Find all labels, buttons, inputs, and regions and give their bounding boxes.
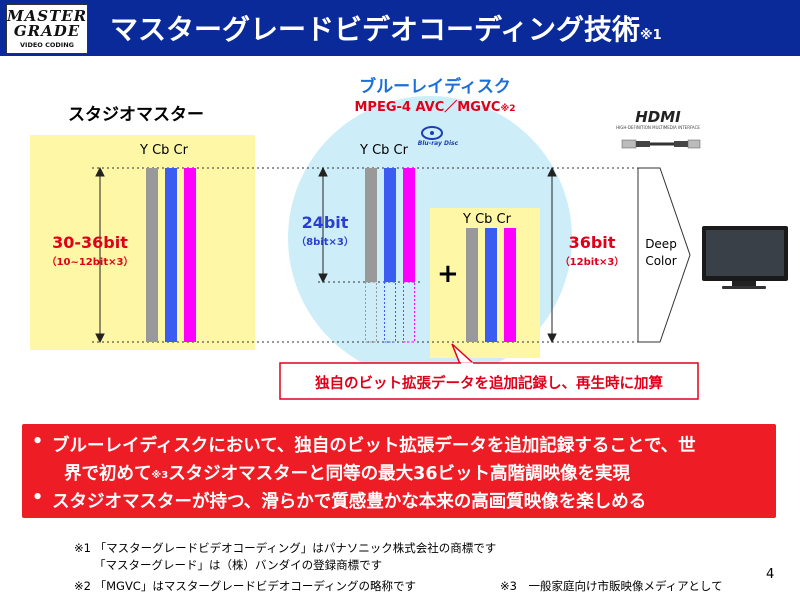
bullet-1-footnote-mark: ※3 xyxy=(151,470,169,481)
page-number: 4 xyxy=(766,567,775,582)
bluray-cb-missing xyxy=(384,281,396,343)
studio-master-panel xyxy=(30,135,255,350)
bluray-logo-text: Blu-ray Disc xyxy=(417,140,459,147)
bullet-1-line-2: 界で初めて※3スタジオマスターと同等の最大36ビット高階調映像を実現 xyxy=(64,460,630,485)
deep-color-line-1: Deep xyxy=(645,237,677,251)
studio-cr-bar xyxy=(184,168,196,342)
bullet-1-text-b: スタジオマスターと同等の最大36ビット高階調映像を実現 xyxy=(168,464,631,484)
bullet-1-line-1: ブルーレイディスクにおいて、独自のビット拡張データを追加記録することで、世 xyxy=(52,436,696,456)
title-text: マスターグレードビデオコーディング技術 xyxy=(110,13,641,46)
footnote-1-line-1: ※1 「マスターグレードビデオコーディング」はパナソニック株式会社の商標です xyxy=(74,541,497,555)
result-bit-label: 36bit xyxy=(568,233,616,252)
tv-icon xyxy=(702,226,788,289)
footnote-1-line-2: 「マスターグレード」は（株）バンダイの登録商標です xyxy=(94,558,383,572)
bluray-cr-bar xyxy=(403,168,415,282)
deep-color-label: Deep Color xyxy=(636,236,686,270)
deep-color-arrow xyxy=(637,167,691,343)
plus-sign: + xyxy=(437,259,459,289)
footnote-3: ※3 一般家庭向け市販映像メディアとして xyxy=(500,579,723,593)
extension-y-bar xyxy=(466,228,478,342)
hdmi-plug-left xyxy=(621,139,637,149)
bullet-mark-1: • xyxy=(32,432,44,452)
hdmi-logo-text: HDMI xyxy=(635,108,681,126)
footnote-2: ※2 「MGVC」はマスターグレードビデオコーディングの略称です xyxy=(74,579,417,593)
logo-line-3: VIDEO CODING xyxy=(20,41,74,49)
extension-channel-labels: Y Cb Cr xyxy=(463,212,511,227)
page-title: マスターグレードビデオコーディング技術※1 xyxy=(110,8,662,48)
callout-text: 独自のビット拡張データを追加記録し、再生時に加算 xyxy=(315,376,663,392)
hdmi-tagline: HIGH-DEFINITION MULTIMEDIA INTERFACE xyxy=(616,125,700,130)
bluray-channel-labels: Y Cb Cr xyxy=(360,143,408,158)
hdmi-plug-right xyxy=(687,139,701,149)
hdmi-boot-right xyxy=(674,141,688,147)
studio-bit-sub-label: （10~12bit×3） xyxy=(46,257,134,268)
bluray-cr-missing xyxy=(403,281,415,343)
bluray-title: ブルーレイディスク xyxy=(359,77,511,97)
title-footnote-mark: ※1 xyxy=(640,28,662,43)
bullet-1-text-a: 界で初めて xyxy=(64,464,152,484)
summary-box xyxy=(22,424,776,518)
bluray-codec: MPEG-4 AVC／MGVC xyxy=(354,100,501,115)
extension-cr-bar xyxy=(504,228,516,342)
studio-y-bar xyxy=(146,168,158,342)
title-bar xyxy=(0,0,800,56)
bullet-mark-2: • xyxy=(32,488,44,508)
studio-channel-labels: Y Cb Cr xyxy=(140,143,188,158)
bluray-codec-line: MPEG-4 AVC／MGVC※2 xyxy=(325,96,545,115)
master-grade-logo: MASTER GRADE VIDEO CODING xyxy=(6,4,88,54)
bluray-y-bar xyxy=(365,168,377,282)
studio-master-label: スタジオマスター xyxy=(68,105,204,125)
logo-line-1: MASTER xyxy=(7,7,88,25)
bluray-bit-label: 24bit xyxy=(301,213,349,232)
callout-box xyxy=(279,362,699,400)
studio-bit-label: 30-36bit xyxy=(52,233,128,252)
extension-cb-bar xyxy=(485,228,497,342)
hdmi-boot-left xyxy=(636,141,650,147)
bluray-bit-sub-label: （8bit×3） xyxy=(296,237,354,248)
result-bit-sub-label: （12bit×3） xyxy=(559,257,625,268)
bluray-cb-bar xyxy=(384,168,396,282)
bullet-2: スタジオマスターが持つ、滑らかで質感豊かな本来の高画質映像を楽しめる xyxy=(52,492,647,512)
deep-color-line-2: Color xyxy=(645,254,677,268)
bluray-logo xyxy=(421,126,443,140)
bit-depth-diagram xyxy=(30,96,788,400)
logo-line-2: GRADE xyxy=(13,22,81,40)
bluray-codec-note: ※2 xyxy=(500,104,516,114)
bluray-y-missing xyxy=(365,281,377,343)
studio-cb-bar xyxy=(165,168,177,342)
